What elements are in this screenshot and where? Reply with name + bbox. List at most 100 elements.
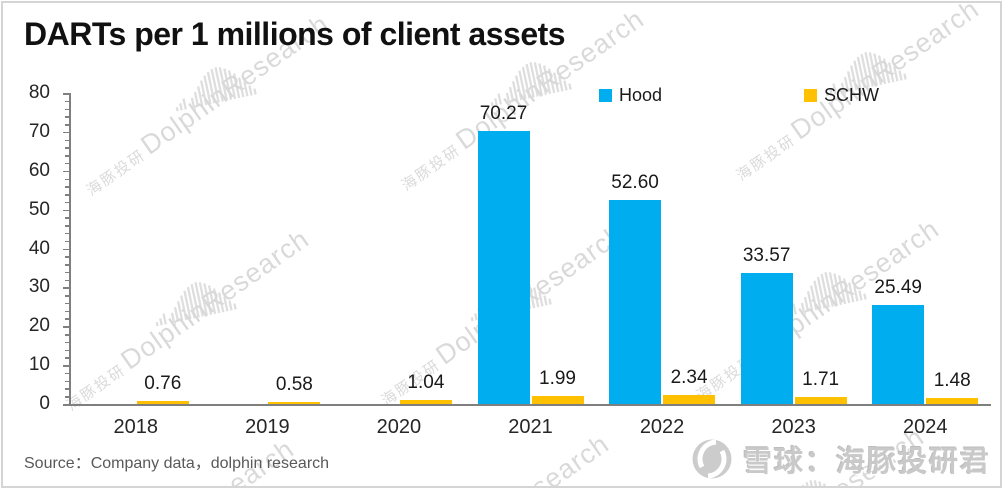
data-label-schw-2024: 1.48 [933,370,971,392]
y-axis-minor-tick [65,271,70,274]
footer-watermark-text: 雪球：海豚投研君 [743,446,992,478]
legend-label-hood: Hood [619,85,663,105]
y-axis-minor-tick [65,264,70,266]
data-label-schw-2022: 2.34 [670,366,708,388]
xueqiu-snowball-logo-icon [692,439,732,479]
x-axis-label: 2024 [902,416,948,438]
watermark-en-text: DolphinResearch [785,0,985,146]
x-axis-label: 2019 [245,416,290,438]
y-axis-minor-tick [65,201,70,204]
y-axis-minor-tick [65,349,70,352]
bar-schw-2020 [399,399,452,404]
y-axis-minor-tick [65,240,70,243]
source-note: Source：Company data，dolphin research [24,455,330,472]
legend-item-schw: SCHW [804,85,879,106]
y-axis-minor-tick [65,178,70,181]
y-axis-minor-tick [65,232,70,235]
dolphin-stripes-watermark-icon [175,67,257,112]
y-axis-minor-tick [65,100,70,103]
bar-schw-2021 [531,396,584,404]
y-axis-minor-tick [65,380,70,383]
bar-schw-2019 [268,401,321,404]
data-label-hood-2021: 70.27 [479,102,528,124]
y-axis-minor-tick [65,225,70,227]
y-axis-major-tick [63,93,70,95]
bar-schw-2022 [663,394,716,404]
y-axis-major-tick [63,209,70,212]
y-axis-minor-tick [65,194,70,196]
y-axis-major-tick [63,170,70,173]
bar-schw-2023 [794,397,847,404]
bar-schw-2018 [136,401,189,404]
bar-hood-2024 [872,304,925,404]
y-axis-label: 40 [28,237,50,259]
watermark-cn-text: 海豚投研 [398,141,464,195]
y-axis-minor-tick [65,116,70,118]
y-axis-label: 20 [28,315,50,337]
bar-schw-2024 [926,398,979,404]
y-axis-minor-tick [65,155,70,157]
data-label-hood-2022: 52.60 [611,171,659,193]
y-axis-major-tick [63,248,70,250]
data-label-schw-2018: 0.76 [144,373,182,395]
y-axis-minor-tick [65,217,70,219]
data-label-schw-2019: 0.58 [275,373,313,395]
bar-hood-2021 [477,130,530,404]
y-axis-minor-tick [65,341,70,344]
dolphin-stripes-watermark-icon [494,487,509,488]
y-axis-minor-tick [65,186,70,188]
y-axis-minor-tick [65,108,70,111]
legend-swatch-schw-icon [804,89,817,102]
bar-hood-2023 [740,273,793,404]
y-axis-major-tick [63,365,70,367]
y-axis-major-tick [63,326,70,328]
y-axis-minor-tick [65,162,70,165]
y-axis-minor-tick [65,147,70,149]
x-axis-label: 2018 [113,416,159,438]
data-label-schw-2021: 1.99 [539,368,576,390]
y-axis-minor-tick [65,124,70,126]
data-label-schw-2023: 1.71 [802,369,840,391]
y-axis-minor-tick [65,334,70,336]
watermark-en-text: DolphinResearch [430,218,630,371]
legend-swatch-hood-icon [599,89,612,102]
dolphin-stripes-watermark-icon [155,282,237,327]
y-axis-line [69,93,71,405]
data-label-schw-2020: 1.04 [407,371,445,393]
legend-label-schw: SCHW [824,85,879,105]
data-label-hood-2024: 25.49 [874,276,922,298]
y-axis-major-tick [63,131,70,134]
y-axis-label: 70 [28,120,50,142]
y-axis-label: 80 [28,82,50,103]
y-axis-minor-tick [65,388,70,390]
chart-title: DARTs per 1 millions of client assets [24,16,566,52]
data-label-hood-2023: 33.57 [742,245,791,267]
watermark-en-text: DolphinResearch [115,223,315,376]
dolphin-stripes-watermark-icon [132,481,227,488]
bar-hood-2022 [609,199,662,404]
y-axis-minor-tick [65,357,70,359]
watermark-cn-text: 海豚投研 [83,146,149,200]
y-axis-minor-tick [65,310,70,313]
x-axis-label: 2023 [771,416,816,438]
legend-item-hood: Hood [599,85,662,106]
y-axis-label: 0 [39,393,50,414]
y-axis-major-tick [63,404,70,406]
x-axis-label: 2022 [639,416,685,438]
y-axis-label: 10 [28,354,50,376]
y-axis-label: 50 [28,198,50,220]
watermark-cn-text: 海豚投研 [733,131,799,185]
footer-watermark: 雪球：海豚投研君 [690,437,991,481]
y-axis-minor-tick [65,318,70,320]
y-axis-minor-tick [65,139,70,142]
y-axis-minor-tick [65,256,70,258]
y-axis-minor-tick [65,279,70,282]
y-axis-major-tick [63,287,70,289]
y-axis-minor-tick [65,396,70,398]
x-axis-label: 2021 [508,416,553,438]
x-axis-label: 2020 [376,416,422,438]
dolphin-stripes-watermark-icon [490,62,572,107]
y-axis-label: 30 [28,276,50,298]
x-axis-line [70,404,991,406]
